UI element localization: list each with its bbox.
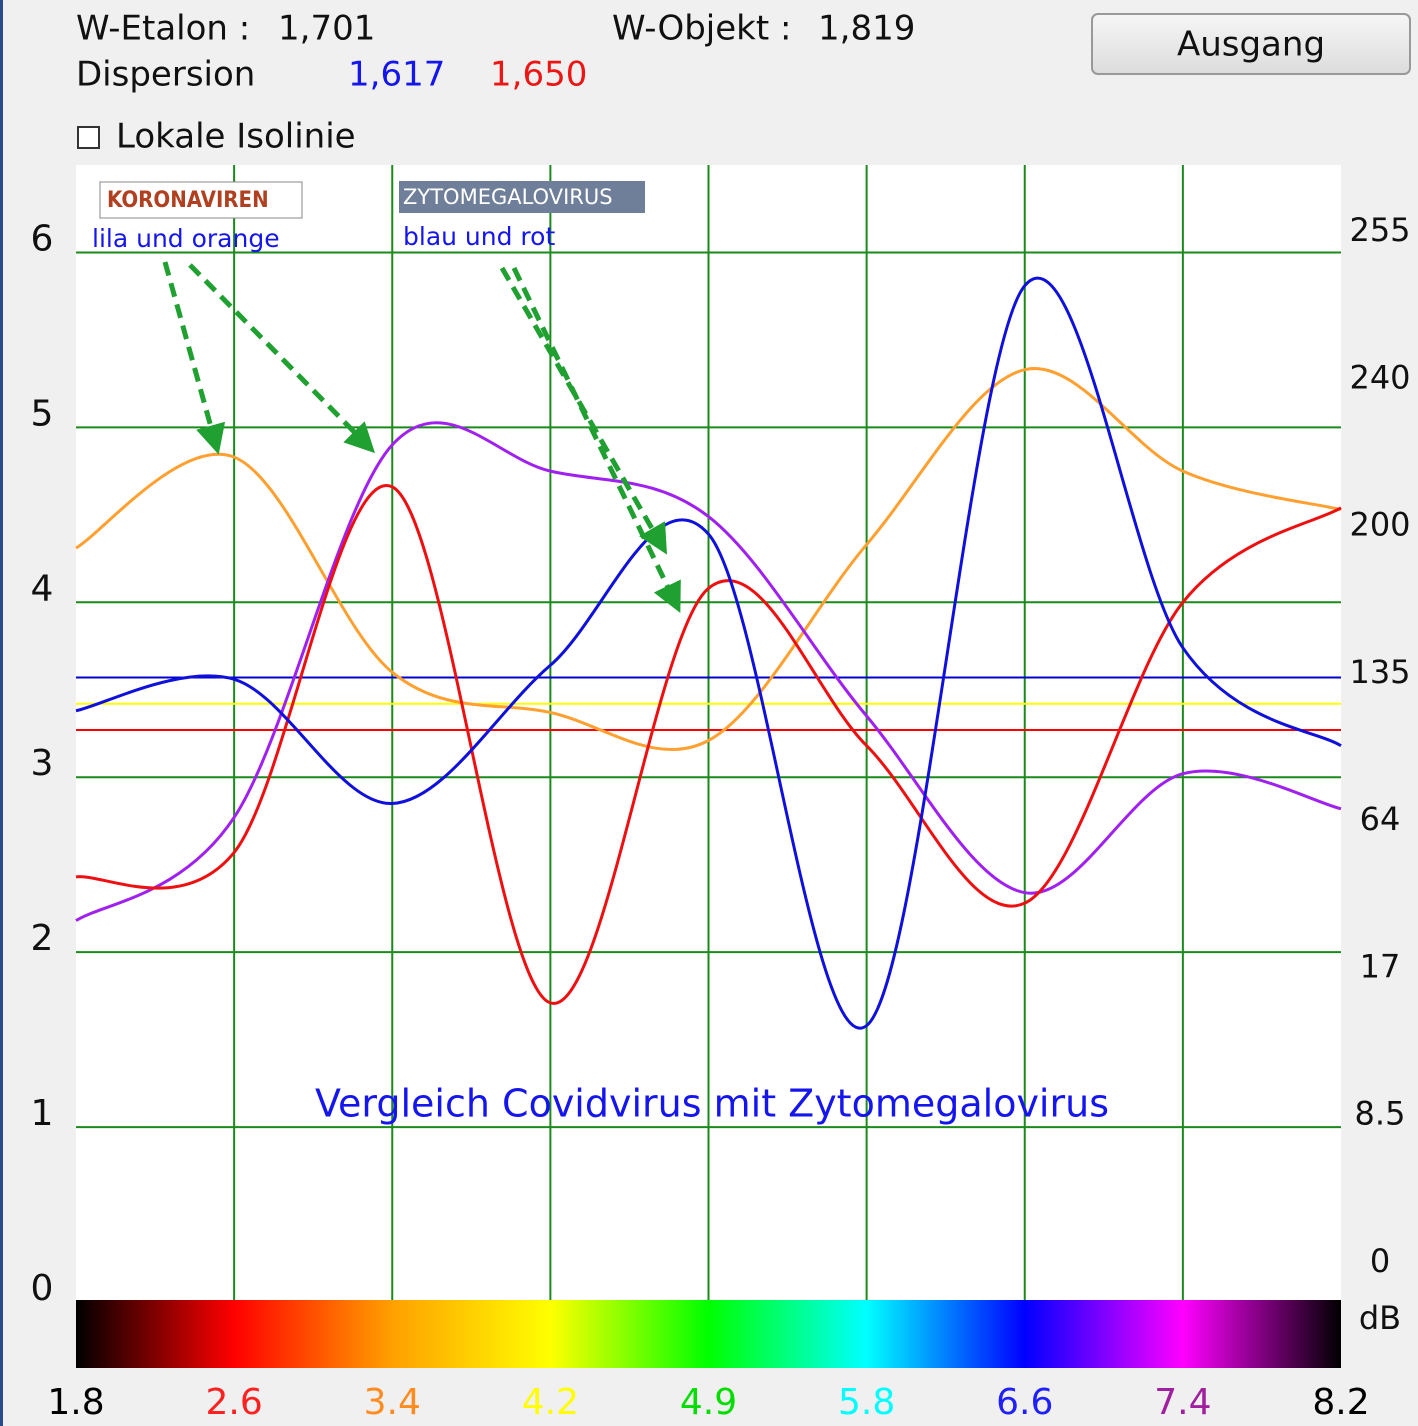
arrow [162,261,226,455]
y-tick-label: 3 [31,743,54,784]
dispersion-red: 1,650 [490,55,587,95]
checkbox-label[interactable]: Lokale Isolinie [116,117,356,157]
annotation-box [399,181,645,213]
right-axis-label: 0 [1370,1242,1390,1280]
checkbox[interactable] [77,126,100,149]
window-border [0,0,3,1426]
x-tick-label: 4.2 [522,1382,579,1423]
y-tick-label: 6 [31,218,54,259]
x-tick-label: 7.4 [1154,1382,1211,1423]
dispersion-blue: 1,617 [348,55,445,95]
series-line [75,276,1342,1030]
x-tick-label: 1.8 [47,1382,104,1423]
x-tick-label: 4.9 [680,1382,737,1423]
arrow [511,266,681,614]
annotations: KORONAVIREN lila und orange ZYTOMEGALOVI… [92,181,1109,1126]
w-etalon-value: 1,701 [278,9,375,49]
x-tick-label: 2.6 [205,1382,262,1423]
right-axis-label: 17 [1360,947,1401,985]
x-tick-label: 5.8 [838,1382,895,1423]
right-axis-label: 255 [1349,211,1410,249]
annotation-box [99,181,303,219]
y-tick-label: 4 [31,568,54,609]
w-etalon-label: W-Etalon : [76,9,250,49]
x-tick-label: 8.2 [1312,1382,1369,1423]
series-line [75,367,1342,752]
y-tick-label: 2 [31,918,54,959]
right-axis-label: 64 [1360,800,1401,838]
color-scale [76,1300,1341,1368]
dispersion-label: Dispersion [76,55,255,95]
series-line [75,484,1342,1005]
button-frame[interactable] [1091,13,1411,75]
series-line [75,421,1342,922]
right-axis-label: 200 [1349,506,1410,544]
x-tick-label: 6.6 [996,1382,1053,1423]
right-axis-label: 240 [1349,358,1410,396]
arrow [188,263,376,454]
annotation-title: KORONAVIREN [107,188,269,213]
y-tick-label: 0 [31,1268,54,1309]
y-tick-label: 5 [31,393,54,434]
right-axis-unit: dB [1359,1299,1401,1337]
chart-title: Vergleich Covidvirus mit Zytomegalovirus [315,1082,1109,1126]
right-axis-label: 135 [1349,653,1410,691]
exit-button[interactable]: Ausgang [1091,13,1411,75]
button-label[interactable]: Ausgang [1177,25,1325,65]
y-tick-label: 1 [31,1093,54,1134]
x-tick-label: 3.4 [364,1382,421,1423]
annotation-text: blau und rot [403,222,555,251]
annotation-title: ZYTOMEGALOVIRUS [403,185,613,209]
annotation-text: lila und orange [92,224,280,253]
right-axis-label: 8.5 [1355,1095,1406,1133]
w-objekt-label: W-Objekt : [612,9,791,49]
w-objekt-value: 1,819 [818,9,915,49]
